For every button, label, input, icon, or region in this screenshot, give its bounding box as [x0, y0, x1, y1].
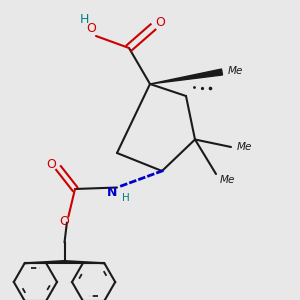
- Text: Me: Me: [228, 66, 243, 76]
- Text: Me: Me: [237, 142, 252, 152]
- Text: H: H: [79, 13, 89, 26]
- Text: H: H: [122, 193, 130, 203]
- Polygon shape: [150, 69, 223, 84]
- Text: O: O: [87, 22, 96, 35]
- Text: O: O: [156, 16, 165, 29]
- Text: O: O: [47, 158, 56, 171]
- Text: O: O: [60, 215, 69, 228]
- Text: N: N: [107, 186, 117, 199]
- Text: Me: Me: [220, 175, 235, 185]
